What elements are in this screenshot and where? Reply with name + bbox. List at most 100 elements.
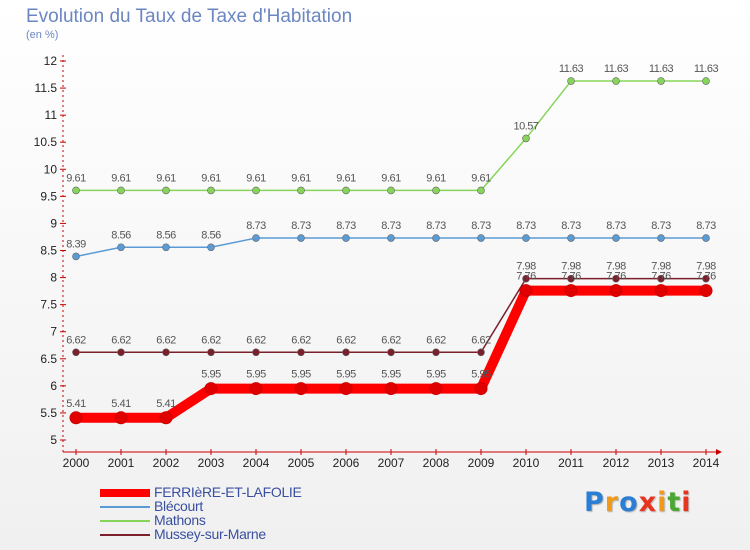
data-point-3-10	[522, 274, 530, 283]
data-point-1-1	[117, 243, 125, 252]
data-point-3-3	[207, 348, 215, 357]
data-label-3-5: 6.62	[291, 334, 311, 346]
data-point-3-6	[342, 348, 350, 357]
data-label-0-13: 7.76	[651, 271, 671, 283]
data-label-3-4: 6.62	[246, 334, 266, 346]
legend-label-2: Mathons	[154, 512, 206, 528]
data-point-0-9	[474, 382, 488, 396]
data-point-2-14	[702, 77, 710, 85]
x-tick-label: 2013	[648, 456, 675, 470]
data-point-1-4	[252, 234, 260, 242]
data-label-1-3: 8.56	[201, 229, 221, 241]
data-label-2-13: 11.63	[649, 63, 674, 75]
legend-swatch-0	[100, 489, 150, 497]
x-tick-label: 2011	[558, 456, 584, 470]
data-point-1-12	[612, 234, 620, 242]
data-label-2-6: 9.61	[336, 172, 356, 184]
data-point-3-2	[162, 348, 170, 357]
data-point-1-3	[207, 243, 215, 252]
data-label-1-7: 8.73	[381, 220, 401, 232]
data-label-1-5: 8.73	[291, 220, 311, 232]
data-label-1-0: 8.39	[66, 238, 86, 250]
data-label-3-10: 7.98	[516, 261, 536, 273]
data-point-3-0	[72, 348, 80, 357]
legend-swatch-3	[100, 534, 150, 536]
y-tick-label: 10.5	[34, 135, 58, 149]
data-label-1-6: 8.73	[336, 220, 356, 232]
data-label-3-11: 7.98	[561, 261, 581, 273]
data-label-2-10: 10.57	[513, 120, 538, 132]
x-tick-label: 2007	[378, 456, 405, 470]
y-tick-label: 7.5	[40, 298, 57, 312]
data-point-2-11	[567, 77, 575, 85]
data-label-2-11: 11.63	[559, 63, 584, 75]
legend-swatch-1	[100, 506, 150, 508]
data-label-1-4: 8.73	[246, 220, 266, 232]
data-point-1-0	[72, 252, 80, 261]
data-label-3-14: 7.98	[696, 261, 716, 273]
data-label-2-8: 9.61	[426, 172, 446, 184]
logo-letter: P	[584, 487, 605, 518]
data-label-1-13: 8.73	[651, 220, 671, 232]
data-label-3-2: 6.62	[156, 334, 176, 346]
data-label-2-14: 11.63	[694, 63, 719, 75]
data-point-0-11	[564, 284, 578, 298]
data-label-2-7: 9.61	[381, 172, 401, 184]
data-label-1-1: 8.56	[111, 229, 131, 241]
data-label-1-10: 8.73	[516, 220, 536, 232]
data-label-0-6: 5.95	[336, 369, 356, 381]
y-tick-label: 7	[50, 325, 57, 339]
data-point-3-1	[117, 348, 125, 357]
data-point-3-12	[612, 274, 620, 283]
y-tick-label: 12	[44, 54, 58, 68]
data-point-2-3	[207, 186, 215, 195]
data-label-0-2: 5.41	[156, 398, 176, 410]
data-point-1-10	[522, 234, 530, 242]
data-point-3-14	[702, 274, 710, 283]
y-tick-label: 10	[44, 162, 58, 176]
data-label-0-5: 5.95	[291, 369, 311, 381]
data-label-1-9: 8.73	[471, 220, 491, 232]
data-point-1-7	[387, 234, 395, 242]
data-point-2-8	[432, 186, 440, 195]
data-point-1-2	[162, 243, 170, 252]
x-tick-label: 2000	[63, 456, 90, 470]
data-point-2-10	[522, 134, 530, 143]
data-label-3-9: 6.62	[471, 334, 491, 346]
x-tick-label: 2004	[243, 456, 270, 470]
data-point-3-9	[477, 348, 485, 357]
data-label-3-6: 6.62	[336, 334, 356, 346]
data-point-3-13	[657, 274, 665, 283]
data-point-0-4	[249, 382, 263, 396]
chart-title: Evolution du Taux de Taxe d'Habitation	[26, 6, 353, 27]
logo-letter: o	[619, 487, 639, 518]
logo-letter: i	[657, 487, 668, 518]
data-label-3-13: 7.98	[651, 261, 671, 273]
data-label-0-0: 5.41	[66, 398, 86, 410]
data-point-0-0	[69, 411, 83, 425]
data-point-1-14	[702, 234, 710, 242]
x-tick-label: 2014	[693, 456, 720, 470]
data-point-2-6	[342, 186, 350, 195]
y-tick-label: 5	[50, 433, 57, 447]
y-tick-label: 6.5	[40, 352, 57, 366]
data-label-2-5: 9.61	[291, 172, 311, 184]
x-tick-label: 2010	[513, 456, 540, 470]
data-label-2-0: 9.61	[66, 172, 86, 184]
logo-letter: x	[638, 487, 658, 518]
data-label-3-1: 6.62	[111, 334, 131, 346]
data-label-3-12: 7.98	[606, 261, 626, 273]
y-tick-label: 11.5	[35, 81, 58, 95]
data-point-2-4	[252, 186, 260, 195]
x-tick-label: 2009	[468, 456, 495, 470]
data-point-2-2	[162, 186, 170, 195]
data-point-0-2	[159, 411, 173, 425]
data-label-1-14: 8.73	[696, 220, 716, 232]
data-point-3-11	[567, 274, 575, 283]
proxiti-logo: Proxiti	[584, 487, 692, 518]
data-label-1-12: 8.73	[606, 220, 626, 232]
data-label-3-7: 6.62	[381, 334, 401, 346]
x-tick-label: 2002	[153, 456, 180, 470]
